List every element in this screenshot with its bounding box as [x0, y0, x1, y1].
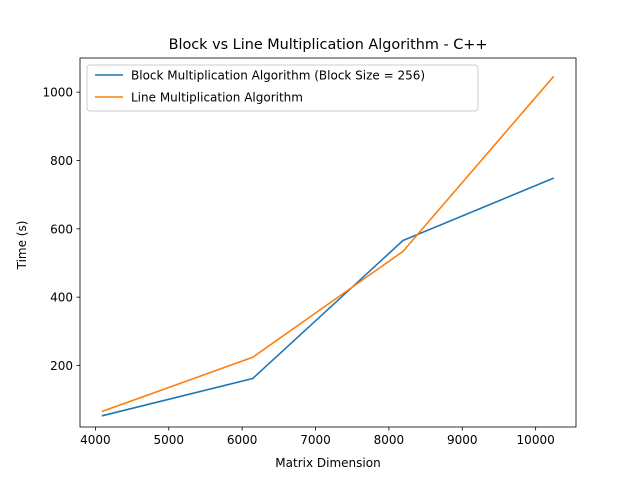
y-tick-label: 1000 [42, 86, 73, 100]
series-1-point [101, 410, 104, 413]
series-0-point [402, 239, 404, 242]
y-tick-label: 600 [50, 222, 73, 236]
y-tick-label: 400 [50, 291, 73, 305]
plot-frame [79, 57, 577, 428]
series-line-0 [102, 177, 554, 417]
x-tick-label: 9000 [447, 433, 478, 447]
y-tick-label: 200 [50, 359, 73, 373]
x-tick-label: 8000 [374, 433, 405, 447]
series-1-point [251, 356, 254, 359]
legend-label-line: Line Multiplication Algorithm [131, 91, 303, 105]
x-axis-label: Matrix Dimension [275, 456, 380, 470]
series-1-point [402, 250, 404, 253]
series-1-point [552, 75, 555, 78]
series-line-1 [102, 76, 554, 413]
series-lines [101, 75, 555, 417]
axis-ticks: 4000 5000 6000 7000 8000 9000 10000 200 400 600 80… [42, 86, 554, 447]
series-0-point [101, 414, 104, 417]
x-tick-label: 10000 [517, 433, 555, 447]
x-tick-label: 5000 [154, 433, 185, 447]
x-tick-label: 6000 [227, 433, 258, 447]
chart-title: Block vs Line Multiplication Algorithm -… [169, 37, 488, 53]
y-axis-label: Time (s) [15, 221, 29, 271]
series-0-point [552, 177, 555, 180]
legend-label-block: Block Multiplication Algorithm (Block Si… [131, 69, 425, 83]
y-tick-label: 800 [50, 154, 73, 168]
x-tick-label: 4000 [80, 433, 111, 447]
legend-box [86, 64, 479, 112]
legend: Block Multiplication Algorithm (Block Si… [86, 64, 479, 112]
series-0-point [251, 377, 254, 380]
x-tick-label: 7000 [300, 433, 331, 447]
